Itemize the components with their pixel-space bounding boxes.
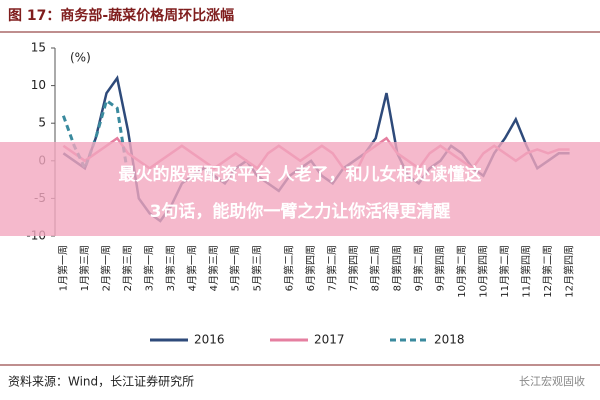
y-tick-label: 5: [38, 116, 46, 130]
x-tick-label: 1月第三周: [78, 245, 91, 291]
overlay-text: 最火的股票配资平台 人老了，和儿女相处读懂这: [119, 164, 482, 185]
legend-label: 2018: [434, 333, 465, 347]
x-tick-label: 5月第一周: [229, 245, 242, 291]
x-tick-label: 1月第一周: [56, 245, 69, 291]
overlay-banner: [0, 142, 600, 236]
x-tick-label: 7月第二周: [326, 245, 339, 291]
source: 资料来源：Wind，长江证券研究所: [8, 374, 194, 389]
x-tick-label: 2月第一周: [99, 245, 112, 291]
x-tick-label: 9月第四周: [433, 245, 446, 291]
x-tick-label: 3月第一周: [143, 245, 156, 291]
x-tick-label: 12月第二周: [541, 245, 554, 298]
y-axis-label: (%): [70, 51, 91, 65]
x-tick-label: 8月第二周: [369, 245, 382, 291]
x-tick-label: 6月第二周: [283, 245, 296, 291]
chart-title: 图 17：商务部-蔬菜价格周环比涨幅: [8, 7, 234, 24]
x-tick-label: 9月第二周: [412, 245, 425, 291]
legend-label: 2016: [194, 333, 225, 347]
x-tick-label: 8月第四周: [390, 245, 403, 291]
x-tick-label: 5月第三周: [250, 245, 263, 291]
x-tick-label: 10月第二周: [455, 245, 468, 298]
x-tick-label: 7月第四周: [347, 245, 360, 291]
watermark: 长江宏观固收: [519, 374, 585, 388]
x-tick-label: 10月第四周: [476, 245, 489, 298]
y-tick-label: 15: [31, 41, 46, 55]
x-tick-label: 4月第一周: [186, 245, 199, 291]
x-tick-label: 4月第三周: [207, 245, 220, 291]
legend-label: 2017: [314, 333, 345, 347]
y-tick-label: 10: [31, 78, 46, 92]
x-tick-label: 11月第二周: [498, 245, 511, 298]
x-tick-label: 2月第三周: [121, 245, 134, 291]
overlay-text: 3句话，能助你一臂之力让你活得更清醒: [150, 201, 451, 222]
x-tick-label: 11月第四周: [520, 245, 533, 298]
x-tick-label: 6月第四周: [304, 245, 317, 291]
x-tick-label: 12月第四周: [563, 245, 576, 298]
x-tick-label: 3月第三周: [164, 245, 177, 291]
